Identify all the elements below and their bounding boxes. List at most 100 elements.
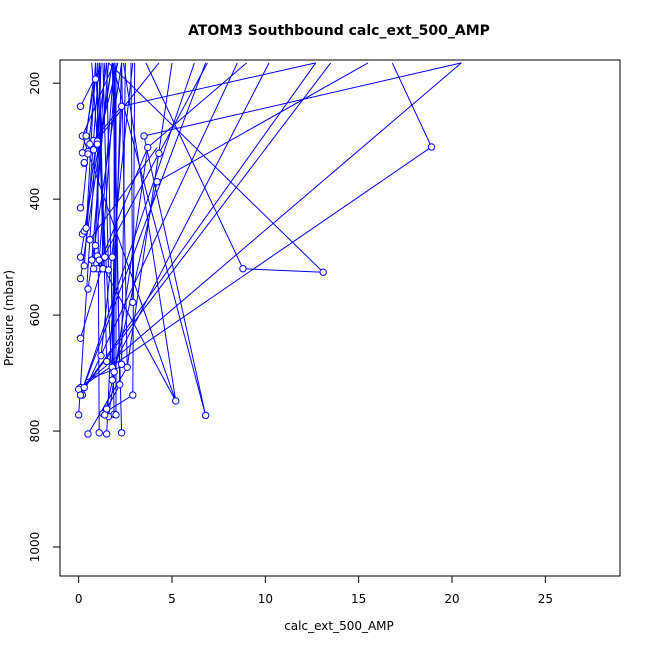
data-point	[95, 429, 103, 437]
x-axis: 0 5 10 15 20 25	[75, 576, 553, 606]
data-point	[80, 158, 88, 167]
data-point	[108, 253, 116, 261]
series-line-segment	[122, 62, 177, 401]
series-line-segment	[147, 62, 247, 148]
series-line-segment	[108, 62, 324, 273]
series-line-segment	[93, 62, 106, 269]
x-tick-label: 0	[75, 592, 83, 606]
series-line-segment	[121, 62, 128, 368]
series-line-segment	[78, 62, 462, 390]
series-line-segment	[106, 62, 115, 415]
series-line-segment	[121, 62, 126, 365]
series-line-segment	[98, 62, 115, 261]
data-point	[140, 132, 148, 140]
data-point	[172, 397, 180, 405]
series-line-segment	[87, 367, 128, 435]
series-points	[74, 75, 436, 438]
series-line-segment	[126, 62, 173, 368]
series-line-segment	[80, 62, 195, 396]
x-tick-label: 10	[258, 592, 273, 606]
data-point	[239, 265, 247, 273]
data-point	[86, 140, 94, 148]
data-point	[82, 224, 90, 232]
x-tick-label: 15	[351, 592, 366, 606]
data-point	[102, 357, 111, 366]
data-point	[91, 241, 100, 250]
x-tick-label: 5	[168, 592, 176, 606]
data-point	[76, 274, 85, 283]
series-line-segment	[111, 62, 207, 416]
x-tick-label: 20	[444, 592, 459, 606]
x-tick-label: 25	[538, 592, 553, 606]
data-point	[153, 178, 161, 186]
data-point	[91, 75, 100, 83]
data-point	[86, 236, 94, 244]
data-point	[97, 351, 105, 360]
x-axis-label: calc_ext_500_AMP	[284, 619, 394, 633]
data-point	[88, 256, 96, 264]
data-point	[93, 140, 102, 148]
plot-frame	[59, 59, 621, 577]
y-tick-label: 600	[28, 304, 42, 327]
data-point	[117, 102, 126, 111]
data-point	[104, 266, 113, 274]
series-line-segment	[111, 62, 123, 433]
data-point	[84, 150, 92, 158]
series-line-segment	[98, 259, 177, 402]
data-point	[76, 102, 85, 111]
series-line-segment	[102, 62, 110, 270]
data-point	[144, 143, 152, 152]
y-tick-label: 800	[28, 420, 42, 443]
series-line-segment	[121, 62, 316, 107]
y-axis: 200 400 600 800 1000	[28, 72, 60, 563]
data-point	[76, 334, 85, 342]
data-point	[319, 268, 327, 276]
y-tick-label: 1000	[28, 532, 42, 563]
data-point	[110, 368, 118, 376]
y-tick-label: 200	[28, 72, 42, 95]
data-point	[89, 265, 98, 273]
data-point	[74, 411, 83, 419]
series-line-segment	[106, 384, 121, 410]
data-point	[129, 298, 137, 307]
series-line-segment	[132, 62, 136, 396]
series-line-segment	[242, 268, 324, 273]
data-point	[82, 132, 90, 140]
data-point	[427, 143, 436, 151]
data-point	[95, 256, 103, 264]
data-point	[84, 430, 92, 438]
series-line-segment	[130, 62, 134, 303]
series-line-segment	[81, 135, 177, 402]
data-point	[84, 285, 92, 293]
data-point	[101, 411, 109, 419]
data-point	[116, 380, 124, 389]
series-line-segment	[145, 62, 244, 269]
y-axis-label: Pressure (mbar)	[2, 270, 16, 366]
series-line-segment	[91, 62, 98, 142]
series-line-segment	[80, 62, 207, 396]
data-point	[101, 253, 109, 261]
series-line-segment	[158, 62, 208, 154]
data-point	[123, 363, 131, 371]
data-point	[108, 376, 116, 384]
series-line-segment	[83, 62, 332, 388]
data-point	[89, 146, 98, 154]
data-point	[76, 253, 85, 261]
data-point	[102, 430, 111, 438]
series-line-segment	[111, 62, 270, 368]
y-tick-label: 400	[28, 188, 42, 211]
data-point	[76, 391, 85, 399]
series-lines	[78, 62, 462, 435]
data-point	[201, 411, 210, 420]
data-point	[80, 262, 88, 270]
series-line-segment	[81, 62, 238, 396]
series-line-segment	[143, 135, 207, 416]
data-point	[155, 149, 163, 158]
data-point	[117, 360, 126, 369]
chart-title: ATOM3 Southbound calc_ext_500_AMP	[188, 23, 490, 39]
series-line-segment	[94, 62, 113, 381]
plot-area	[74, 62, 462, 438]
data-point	[112, 411, 120, 419]
data-point	[76, 204, 85, 212]
